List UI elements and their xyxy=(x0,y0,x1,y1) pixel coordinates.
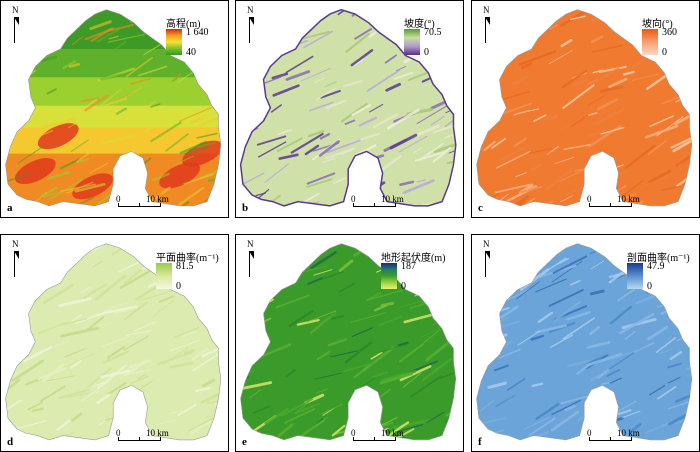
north-label: N xyxy=(12,5,19,15)
legend-color-ramp xyxy=(627,263,643,289)
panel-letter: d xyxy=(7,436,14,448)
legend-min-value: 0 xyxy=(401,281,406,292)
terrain-map xyxy=(240,243,457,441)
map-panel-b: N 坡度(°) 70.5 0 0 10 km b xyxy=(235,0,464,218)
legend-min-value: 40 xyxy=(186,47,196,58)
legend-max-value: 1 640 xyxy=(186,27,209,38)
north-arrow-icon: N xyxy=(8,5,20,45)
scale-zero-label: 0 xyxy=(587,194,592,204)
legend-color-ramp xyxy=(642,29,658,55)
legend-color-ramp xyxy=(166,29,182,55)
map-panel-f: N 剖面曲率(m⁻¹) 47.9 0 0 10 km f xyxy=(471,234,700,452)
map-region-fill xyxy=(240,9,456,206)
legend-color-ramp xyxy=(156,263,172,289)
scale-zero-label: 0 xyxy=(587,428,592,438)
county-boundary xyxy=(239,8,457,207)
scale-bar: 0 10 km xyxy=(114,428,224,448)
north-arrow-icon: N xyxy=(479,239,491,279)
terrain-map xyxy=(5,9,222,207)
map-region-fill xyxy=(476,243,692,440)
legend-min-value: 0 xyxy=(424,47,429,58)
scale-bar: 0 10 km xyxy=(585,428,695,448)
map-region-fill xyxy=(476,9,692,206)
county-boundary xyxy=(476,243,693,441)
panel-letter: e xyxy=(242,436,247,448)
scale-bar: 0 10 km xyxy=(349,194,459,214)
map-panel-e: N 地形起伏度(m) 187 0 0 10 km e xyxy=(235,234,464,452)
scale-bar: 0 10 km xyxy=(585,194,695,214)
legend-max-value: 187 xyxy=(401,261,416,272)
scale-bar: 0 10 km xyxy=(349,428,459,448)
scale-zero-label: 0 xyxy=(116,194,121,204)
terrain-map xyxy=(239,8,457,207)
map-region-fill xyxy=(240,243,456,440)
scale-zero-label: 0 xyxy=(351,194,356,204)
north-label: N xyxy=(483,5,490,15)
legend-color-ramp xyxy=(381,263,397,289)
legend-max-value: 360 xyxy=(662,27,677,38)
scale-zero-label: 0 xyxy=(116,428,121,438)
panel-letter: a xyxy=(7,202,13,214)
legend-title: 高程(m) xyxy=(166,19,201,30)
legend-title: 坡度(°) xyxy=(404,19,435,30)
county-boundary xyxy=(5,243,222,441)
legend-title: 平面曲率(m⁻¹) xyxy=(156,253,219,264)
north-label: N xyxy=(483,239,490,249)
north-label: N xyxy=(12,239,19,249)
scale-length-label: 10 km xyxy=(146,428,169,438)
scale-length-label: 10 km xyxy=(617,428,640,438)
north-arrow-icon: N xyxy=(243,239,255,279)
north-arrow-icon: N xyxy=(479,5,491,45)
legend-max-value: 70.5 xyxy=(424,27,442,38)
scale-length-label: 10 km xyxy=(617,194,640,204)
county-boundary xyxy=(5,9,222,207)
legend-min-value: 0 xyxy=(176,281,181,292)
legend-color-ramp xyxy=(404,29,420,55)
scale-length-label: 10 km xyxy=(381,428,404,438)
panel-letter: c xyxy=(478,202,483,214)
scale-length-label: 10 km xyxy=(146,194,169,204)
legend-min-value: 0 xyxy=(647,281,652,292)
north-arrow-icon: N xyxy=(8,239,20,279)
north-label: N xyxy=(247,239,254,249)
legend-min-value: 0 xyxy=(662,47,667,58)
map-panel-a: N 高程(m) 1 640 40 0 10 km a xyxy=(0,0,229,218)
panel-letter: b xyxy=(242,202,249,214)
legend-title: 地形起伏度(m) xyxy=(381,253,446,264)
county-boundary xyxy=(240,243,457,441)
legend-max-value: 47.9 xyxy=(647,261,665,272)
county-boundary xyxy=(476,9,693,207)
north-label: N xyxy=(247,5,254,15)
terrain-map xyxy=(476,243,693,441)
legend-title: 坡向(°) xyxy=(642,19,673,30)
terrain-map xyxy=(5,243,222,441)
north-arrow-icon: N xyxy=(243,5,255,45)
map-panel-d: N 平面曲率(m⁻¹) 81.5 0 0 10 km d xyxy=(0,234,229,452)
scale-length-label: 10 km xyxy=(381,194,404,204)
map-panel-c: N 坡向(°) 360 0 0 10 km c xyxy=(471,0,700,218)
legend-max-value: 81.5 xyxy=(176,261,194,272)
panel-letter: f xyxy=(478,436,482,448)
terrain-map xyxy=(476,9,693,207)
scale-bar: 0 10 km xyxy=(114,194,224,214)
legend-title: 剖面曲率(m⁻¹) xyxy=(627,253,690,264)
scale-zero-label: 0 xyxy=(351,428,356,438)
